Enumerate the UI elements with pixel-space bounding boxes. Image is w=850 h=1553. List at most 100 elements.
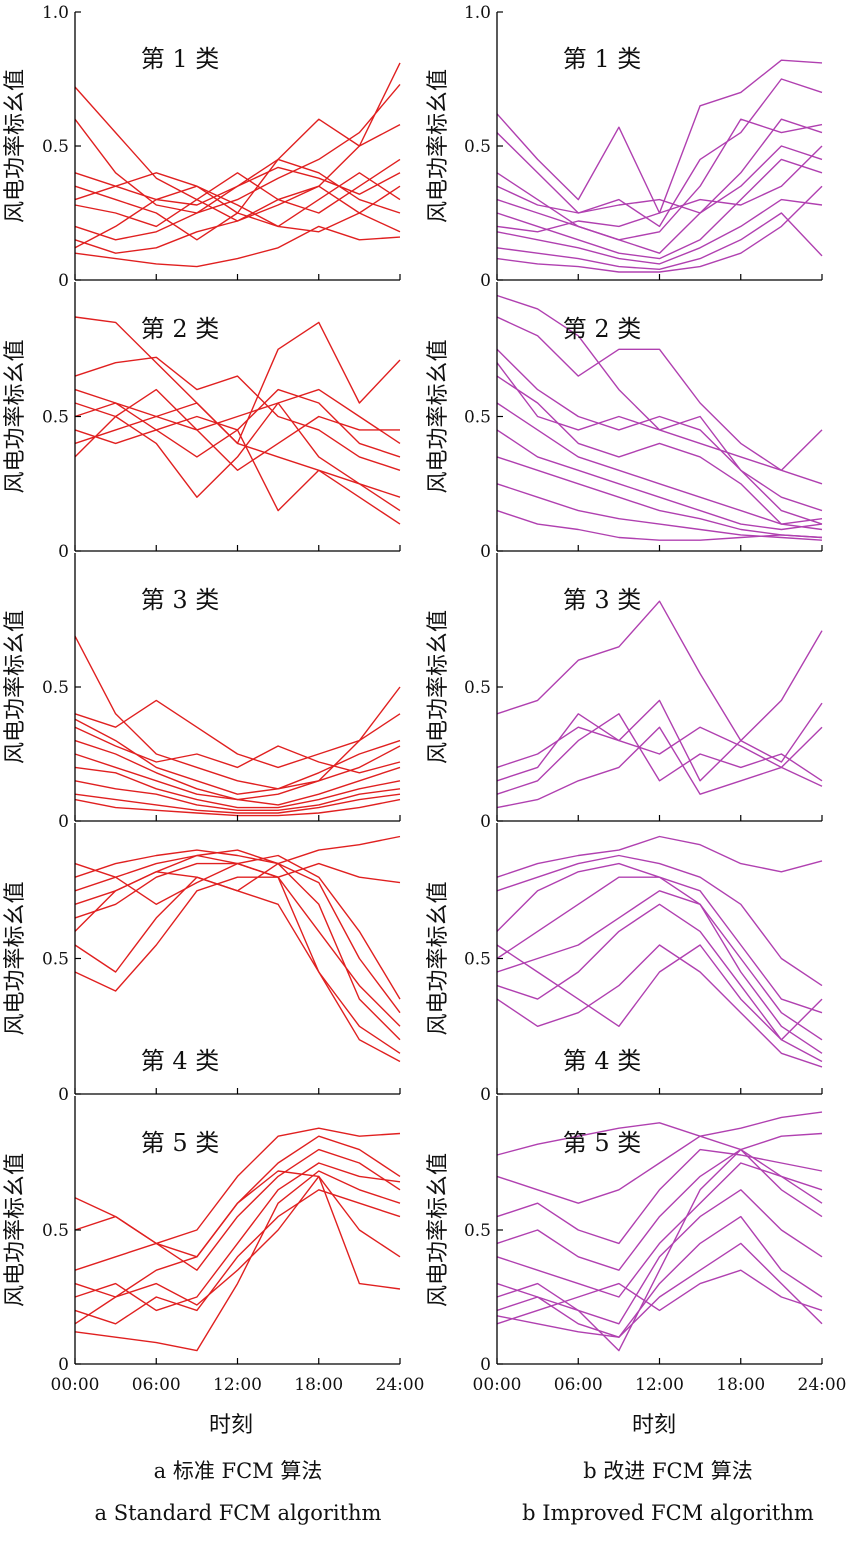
- series-line-a3-1: [74, 635, 401, 790]
- series-line-a5-8: [74, 1170, 401, 1352]
- series-line-b1-7: [496, 212, 823, 270]
- y-axis-title: 风电功率标幺值: [3, 1153, 28, 1307]
- caption-right-cn: b 改进 FCM 算法: [583, 1459, 753, 1483]
- series-line-b5-10: [496, 1242, 823, 1338]
- series-line-a1-1: [74, 62, 401, 222]
- series-line-a1-6: [74, 185, 401, 249]
- series-line-a1-7: [74, 172, 401, 228]
- series-line-b2-4: [496, 375, 823, 531]
- series-line-b1-4: [496, 118, 823, 254]
- series-line-b5-6: [496, 1189, 823, 1325]
- x-tick-label: 24:00: [376, 1375, 425, 1395]
- series-line-a4-4: [74, 862, 401, 1014]
- y-tick-label: 1.0: [42, 3, 69, 23]
- series-line-b3-5: [496, 726, 823, 809]
- panel-label: 第 5 类: [141, 1129, 220, 1157]
- x-tick-label: 00:00: [473, 1375, 522, 1395]
- series-line-a5-6: [74, 1189, 401, 1325]
- series-line-b2-3: [496, 348, 823, 525]
- y-axis-title: 风电功率标幺值: [3, 610, 28, 764]
- y-axis-title: 风电功率标幺值: [426, 69, 451, 223]
- y-tick-label: 0: [58, 812, 69, 832]
- y-tick-label: 0.5: [464, 1221, 491, 1241]
- x-tick-label: 06:00: [554, 1375, 603, 1395]
- series-line-b1-5: [496, 158, 823, 260]
- series-line-b2-7: [496, 456, 823, 539]
- series-line-a5-4: [74, 1170, 401, 1298]
- series-line-a5-5: [74, 1162, 401, 1312]
- y-axis-title: 风电功率标幺值: [3, 881, 28, 1035]
- series-line-b4-7: [496, 944, 823, 1068]
- panel-label: 第 4 类: [141, 1047, 220, 1075]
- series-line-b1-3: [496, 118, 823, 241]
- x-tick-label: 12:00: [635, 1375, 684, 1395]
- x-tick-label: 00:00: [51, 1375, 100, 1395]
- caption-left-en: a Standard FCM algorithm: [95, 1501, 382, 1525]
- panel-label: 第 2 类: [141, 315, 220, 343]
- x-axis-title-left: 时刻: [209, 1413, 253, 1438]
- y-axis-title: 风电功率标幺值: [426, 339, 451, 493]
- y-tick-label: 0.5: [42, 137, 69, 157]
- panel-label: 第 1 类: [563, 45, 642, 73]
- y-tick-label: 0.5: [42, 950, 69, 970]
- series-line-a3-8: [74, 793, 401, 814]
- series-line-a3-6: [74, 766, 401, 809]
- y-tick-label: 0.5: [464, 950, 491, 970]
- series-line-b2-8: [496, 483, 823, 541]
- caption-right-en: b Improved FCM algorithm: [522, 1501, 814, 1525]
- series-line-b2-10: [496, 362, 823, 471]
- panel-label: 第 3 类: [141, 586, 220, 614]
- series-line-b4-2: [496, 854, 823, 987]
- series-line-a3-10: [74, 726, 401, 774]
- panel-label: 第 4 类: [563, 1047, 642, 1075]
- series-line-a1-10: [74, 166, 401, 206]
- series-line-b1-9: [496, 145, 823, 214]
- series-line-a2-1: [74, 316, 401, 445]
- caption-left-cn: a 标准 FCM 算法: [154, 1459, 323, 1483]
- y-tick-label: 0: [58, 542, 69, 562]
- series-line-a2-2: [74, 356, 401, 471]
- series-line-b1-10: [496, 145, 823, 233]
- series-line-b2-9: [496, 509, 823, 541]
- series-line-b4-4: [496, 876, 823, 1041]
- series-line-a2-3: [74, 388, 401, 458]
- y-tick-label: 0: [480, 1355, 491, 1375]
- series-line-a1-9: [74, 225, 401, 268]
- series-line-b5-5: [496, 1162, 823, 1298]
- x-axis-title-right: 时刻: [632, 1413, 676, 1438]
- x-tick-label: 18:00: [294, 1375, 343, 1395]
- series-line-a3-3: [74, 718, 401, 795]
- series-line-b5-2: [496, 1132, 823, 1204]
- panel-a-4: 0 0.5 第 4 类 风电功率标幺值: [3, 823, 401, 1105]
- series-line-b3-2: [496, 699, 823, 782]
- x-tick-label: 18:00: [716, 1375, 765, 1395]
- y-tick-label: 0.5: [464, 678, 491, 698]
- y-tick-label: 0: [58, 1085, 69, 1105]
- panel-label: 第 5 类: [563, 1129, 642, 1157]
- series-line-a2-8: [74, 388, 401, 512]
- series-line-b5-8: [496, 1269, 823, 1325]
- series-line-b2-6: [496, 429, 823, 531]
- series-line-b1-2: [496, 78, 823, 228]
- series-line-b5-1: [496, 1111, 823, 1156]
- series-line-b3-1: [496, 600, 823, 742]
- series-line-a5-2: [74, 1135, 401, 1258]
- series-line-b2-1: [496, 294, 823, 512]
- series-line-a4-8: [74, 871, 401, 1063]
- y-axis-title: 风电功率标幺值: [3, 69, 28, 223]
- y-tick-label: 0.5: [464, 408, 491, 428]
- series-line-b5-4: [496, 1148, 823, 1271]
- y-tick-label: 0: [58, 1355, 69, 1375]
- y-tick-label: 0.5: [42, 678, 69, 698]
- series-line-b4-3: [496, 862, 823, 1014]
- series-line-a5-3: [74, 1148, 401, 1271]
- y-tick-label: 0: [480, 1085, 491, 1105]
- series-line-b1-8: [496, 185, 823, 273]
